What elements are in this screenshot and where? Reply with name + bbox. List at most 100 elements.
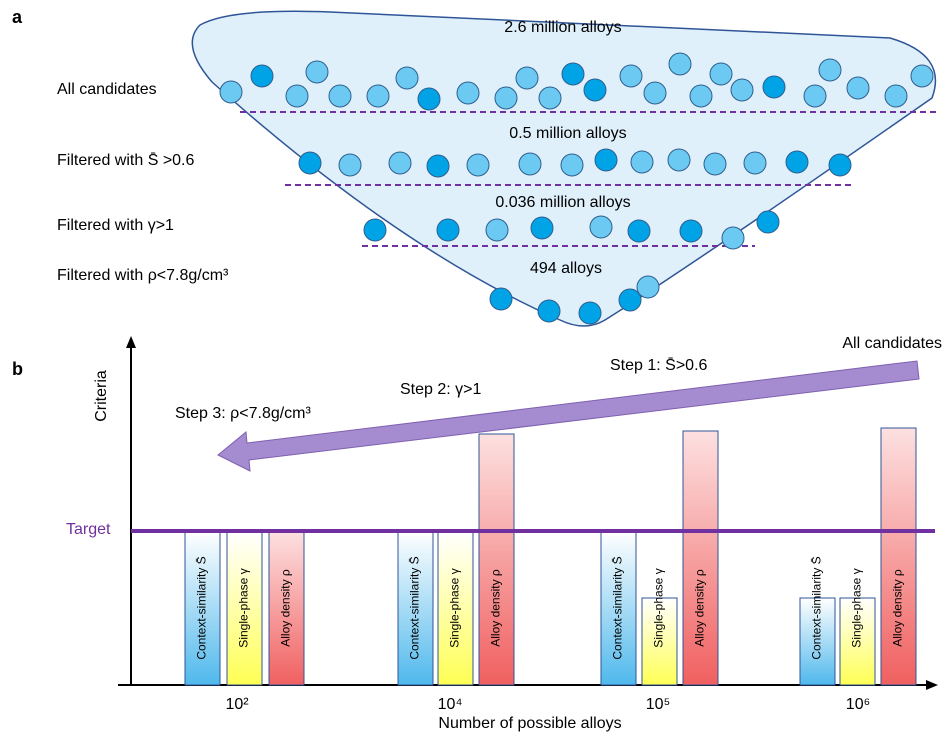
process-arrow	[217, 360, 920, 472]
alloy-circle	[756, 210, 780, 234]
step-label: Step 2: γ>1	[400, 381, 481, 398]
alloy-circle	[910, 64, 934, 88]
alloy-circle	[583, 78, 607, 102]
criterion-bar	[682, 430, 719, 686]
bar-label: Alloy density ρ	[279, 569, 293, 647]
level-count: 2.6 million alloys	[504, 19, 621, 36]
alloy-circle	[219, 80, 243, 104]
alloy-circle	[627, 219, 651, 243]
target-label: Target	[66, 521, 111, 538]
criterion-bar	[600, 531, 637, 686]
alloy-circle	[589, 215, 613, 239]
alloy-circle	[285, 84, 309, 108]
alloy-circle	[494, 86, 518, 110]
alloy-circles	[219, 52, 934, 325]
alloy-circle	[703, 152, 727, 176]
alloy-circle	[594, 148, 618, 172]
alloy-circle	[518, 152, 542, 176]
alloy-circle	[884, 84, 908, 108]
alloy-circle	[298, 151, 322, 175]
alloy-circle	[803, 84, 827, 108]
alloy-circle	[618, 288, 642, 312]
bar-label: Single-phase γ	[850, 568, 864, 647]
level-count: 494 alloys	[530, 260, 602, 277]
alloy-circle	[426, 154, 450, 178]
alloy-circle	[515, 66, 539, 90]
x-axis-label: Number of possible alloys	[438, 715, 621, 732]
alloy-circle	[730, 78, 754, 102]
alloy-circle	[250, 64, 274, 88]
alloy-circle	[630, 150, 654, 174]
panel-label: b	[12, 359, 23, 379]
bar-label: Alloy density ρ	[693, 569, 707, 647]
criterion-bar	[799, 597, 836, 686]
alloy-circle	[366, 84, 390, 108]
criterion-bar	[268, 531, 305, 686]
alloy-circle	[721, 226, 745, 250]
alloy-circle	[578, 301, 602, 325]
bar-label: Single-phase γ	[652, 568, 666, 647]
alloy-circle	[388, 151, 412, 175]
alloy-circle	[667, 148, 691, 172]
alloy-circle	[489, 287, 513, 311]
criterion-bar	[839, 597, 876, 686]
alloy-circle	[762, 75, 786, 99]
level-count: 0.5 million alloys	[509, 125, 626, 142]
level-filter: Filtered with S̄ >0.6	[57, 152, 195, 169]
bar-label: Context-similarity S̄	[195, 556, 209, 659]
alloy-circle	[466, 153, 490, 177]
alloy-circle	[560, 153, 584, 177]
alloy-circle	[709, 62, 733, 86]
alloy-circle	[561, 62, 585, 86]
alloy-circle	[328, 84, 352, 108]
bar-groups: 10² Context-similarity S̄ Single-phase γ Al…	[184, 427, 917, 713]
level-filter: Filtered with γ>1	[57, 217, 174, 234]
bar-label: Context-similarity S̄	[810, 556, 824, 659]
criterion-bar	[880, 427, 917, 686]
alloy-circle	[417, 87, 441, 111]
alloy-circle	[436, 218, 460, 242]
bar-label: Context-similarity S̄	[408, 556, 422, 659]
bar-label: Single-phase γ	[448, 568, 462, 647]
criterion-bar	[397, 531, 434, 686]
alloy-circle	[743, 151, 767, 175]
alloy-circle	[485, 218, 509, 242]
alloy-circle	[668, 52, 692, 76]
step-label: Step 1: S̄>0.6	[610, 357, 708, 374]
alloy-circle	[305, 60, 329, 84]
bar-label: Context-similarity S̄	[611, 556, 625, 659]
x-tick-label: 10²	[225, 696, 249, 713]
alloy-circle	[689, 84, 713, 108]
level-count: 0.036 million alloys	[495, 194, 630, 211]
criterion-bar	[184, 531, 221, 686]
alloy-circle	[456, 81, 480, 105]
alloy-circle	[636, 275, 660, 299]
alloy-circle	[538, 86, 562, 110]
y-axis-label: Criteria	[93, 370, 110, 422]
bar-label: Alloy density ρ	[489, 569, 503, 647]
level-filter: All candidates	[57, 81, 157, 98]
criterion-bar	[437, 531, 474, 686]
criterion-bar	[641, 597, 678, 686]
alloy-circle	[363, 218, 387, 242]
alloy-circle	[395, 66, 419, 90]
alloy-circle	[619, 64, 643, 88]
alloy-circle	[818, 58, 842, 82]
axis-arrow	[926, 680, 938, 690]
step-label: Step 3: ρ<7.8g/cm³	[175, 405, 312, 422]
bar-label: Single-phase γ	[237, 568, 251, 647]
alloy-circle	[828, 153, 852, 177]
alloy-circle	[679, 219, 703, 243]
alloy-circle	[530, 216, 554, 240]
criterion-bar	[478, 433, 515, 686]
panel-label: a	[12, 7, 23, 27]
alloy-circle	[338, 153, 362, 177]
axis-arrow	[126, 336, 136, 348]
alloy-circle	[785, 150, 809, 174]
x-tick-label: 10⁵	[646, 696, 670, 713]
bar-label: Alloy density ρ	[891, 569, 905, 647]
x-tick-label: 10⁶	[846, 696, 870, 713]
alloy-circle	[846, 76, 870, 100]
x-tick-label: 10⁴	[438, 696, 463, 713]
